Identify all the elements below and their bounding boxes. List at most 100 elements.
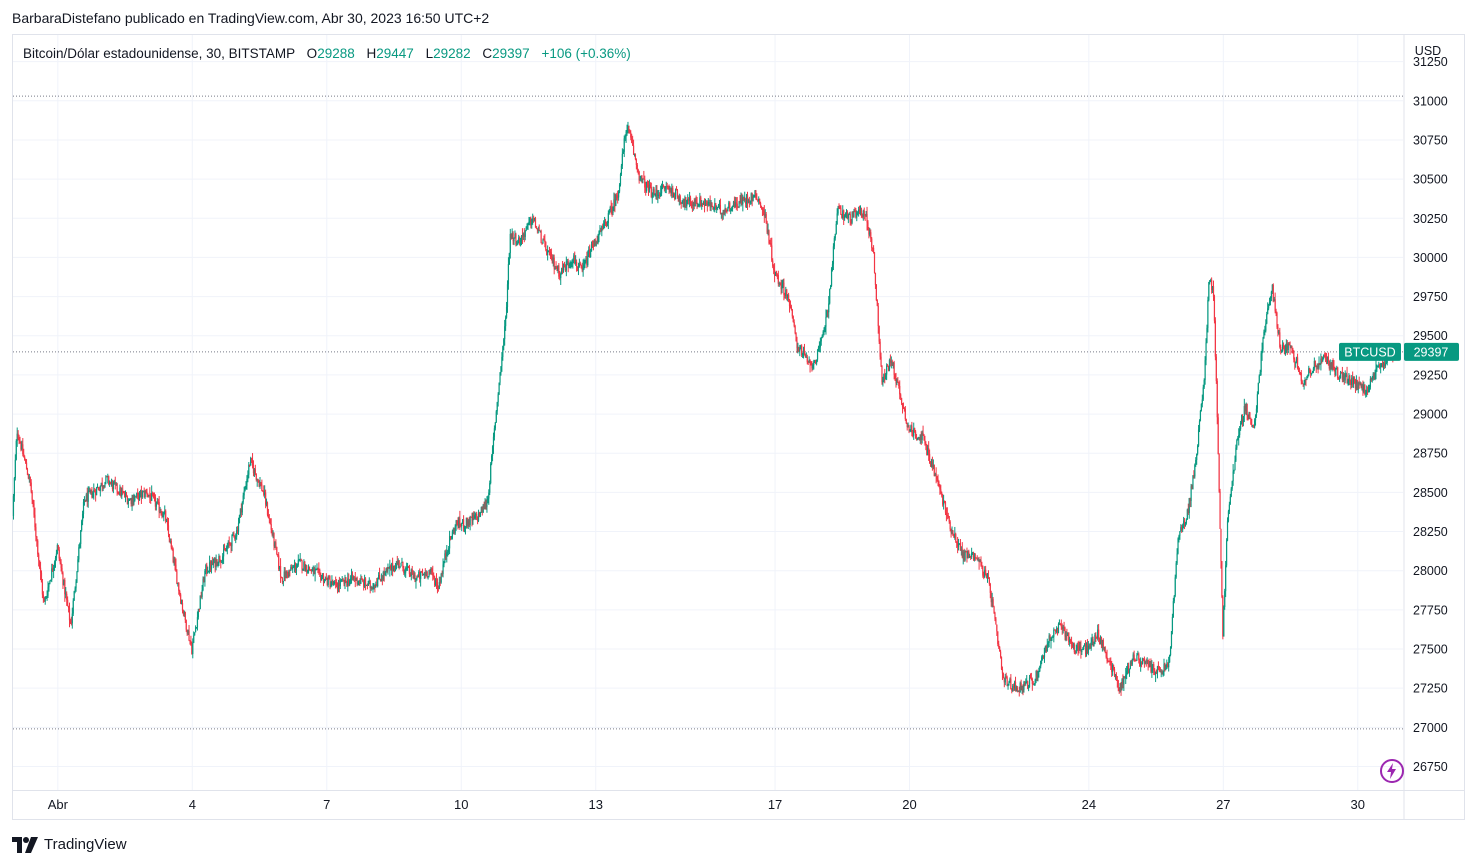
candle-body: [139, 490, 142, 493]
lightning-icon[interactable]: [1378, 757, 1406, 790]
candle-body: [285, 571, 287, 579]
candle-body: [1305, 379, 1307, 381]
candle-body: [698, 205, 700, 207]
candle-body: [422, 573, 425, 575]
candle-body: [783, 282, 785, 295]
candle-body: [35, 527, 37, 537]
candle-body: [773, 269, 776, 276]
candle-body: [1101, 640, 1103, 646]
candle-body: [640, 175, 642, 179]
candle-body: [1010, 678, 1012, 690]
candle-body: [1039, 666, 1041, 672]
candle-body: [1287, 343, 1289, 351]
candle-body: [1330, 363, 1332, 370]
candle-body: [995, 618, 997, 625]
candle-body: [352, 577, 355, 579]
candle-body: [444, 553, 446, 563]
candle-body: [1126, 665, 1129, 671]
tradingview-logo[interactable]: TradingView: [12, 836, 127, 853]
candle-body: [909, 430, 911, 432]
candle-body: [178, 582, 180, 591]
candle-body: [1096, 637, 1098, 639]
candle-body: [662, 185, 665, 188]
candle-body: [981, 565, 983, 567]
candle-body: [807, 362, 809, 364]
candle-body: [1372, 373, 1374, 378]
candle-body: [398, 560, 400, 568]
candle-body: [900, 397, 903, 404]
candle-body: [272, 533, 274, 536]
candle-body: [321, 577, 323, 581]
candle-body: [614, 199, 616, 206]
candle-body: [310, 569, 312, 572]
candle-body: [342, 578, 344, 581]
candle-body: [1070, 641, 1073, 645]
candle-body: [555, 268, 557, 270]
candle-body: [1236, 440, 1238, 448]
candle-body: [1298, 370, 1301, 373]
candle-body: [171, 547, 173, 550]
candle-body: [992, 599, 994, 607]
candle-body: [1130, 662, 1132, 665]
candle-body: [164, 510, 166, 513]
candle-body: [225, 548, 227, 552]
candle-body: [1222, 596, 1224, 637]
candle-body: [710, 202, 712, 208]
candle-body: [1100, 636, 1103, 646]
candle-body: [380, 579, 383, 582]
candle-body: [663, 187, 665, 190]
candle-body: [881, 365, 883, 383]
candle-body: [319, 569, 321, 574]
candle-body: [976, 558, 978, 561]
candle-body: [855, 211, 857, 218]
candle-body: [1316, 366, 1318, 368]
candle-body: [805, 356, 807, 358]
candle-body: [636, 164, 638, 170]
last-price-label: BTCUSD 29397: [1339, 342, 1459, 361]
candle-body: [236, 530, 239, 532]
candle-body: [423, 573, 425, 575]
candle-body: [1245, 403, 1247, 412]
candle-body: [405, 567, 407, 573]
candle-body: [515, 234, 517, 245]
candle-body: [375, 584, 377, 587]
candle-body: [551, 256, 553, 264]
candle-body: [372, 588, 374, 590]
candle-body: [601, 225, 603, 232]
candle-body: [289, 569, 291, 571]
candle-body: [48, 583, 50, 588]
candle-body: [1239, 422, 1242, 430]
candle-body: [22, 444, 24, 455]
candle-body: [884, 373, 886, 380]
candle-body: [298, 559, 300, 561]
candle-body: [307, 571, 309, 573]
candle-body: [335, 582, 337, 584]
candle-body: [492, 436, 495, 447]
price-tick-label: 30750: [1413, 133, 1448, 147]
candle-body: [173, 560, 175, 562]
candle-body: [1295, 361, 1297, 363]
candle-body: [442, 564, 444, 574]
candle-body: [1116, 679, 1118, 681]
candle-body: [508, 253, 510, 265]
candle-body: [370, 587, 372, 589]
candle-body: [1363, 384, 1365, 392]
candle-body: [1044, 646, 1047, 648]
candle-body: [969, 555, 971, 558]
candle-body: [1082, 649, 1084, 651]
candle-body: [1338, 378, 1341, 380]
candle-body: [1110, 661, 1112, 665]
candle-body: [257, 478, 259, 481]
candle-body: [952, 530, 954, 536]
candle-body: [290, 567, 292, 571]
candle-body: [1211, 279, 1213, 290]
candle-body: [440, 573, 442, 583]
candle-body: [317, 568, 319, 570]
candle-body: [54, 557, 57, 563]
candle-body: [1283, 347, 1286, 354]
candle-body: [896, 380, 898, 384]
candle-body: [1159, 668, 1161, 673]
candle-body: [280, 576, 283, 579]
candle-body: [433, 575, 435, 577]
